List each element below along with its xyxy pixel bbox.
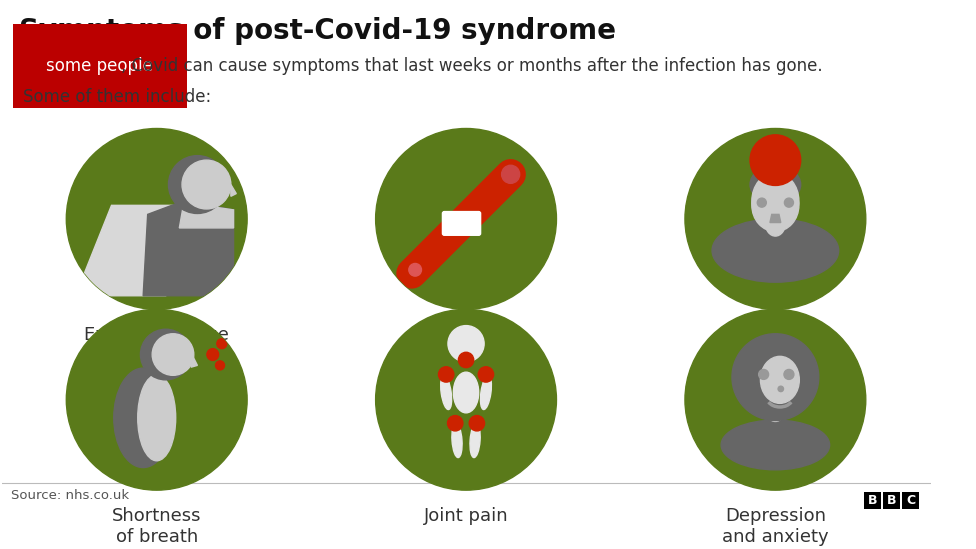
Ellipse shape: [114, 368, 173, 468]
Circle shape: [409, 264, 422, 276]
Circle shape: [183, 160, 231, 209]
Ellipse shape: [441, 376, 452, 410]
Text: Some of them include:: Some of them include:: [22, 87, 211, 105]
Polygon shape: [231, 184, 236, 197]
Circle shape: [66, 128, 247, 309]
Text: B: B: [868, 494, 877, 507]
Ellipse shape: [778, 386, 784, 391]
Ellipse shape: [750, 166, 800, 204]
Circle shape: [376, 128, 556, 309]
FancyBboxPatch shape: [442, 211, 480, 236]
Text: some people: some people: [46, 57, 153, 75]
Ellipse shape: [712, 219, 838, 282]
Text: ‘Brain fog’: ‘Brain fog’: [729, 327, 822, 344]
Text: Source: nhs.co.uk: Source: nhs.co.uk: [11, 489, 129, 502]
Circle shape: [152, 334, 194, 376]
Circle shape: [502, 165, 519, 183]
Circle shape: [66, 309, 247, 490]
Circle shape: [757, 198, 766, 207]
Circle shape: [66, 309, 247, 490]
FancyBboxPatch shape: [883, 492, 900, 509]
Circle shape: [784, 369, 793, 379]
Text: Joint pain: Joint pain: [424, 507, 508, 525]
Circle shape: [448, 416, 463, 431]
Circle shape: [448, 326, 484, 362]
Ellipse shape: [454, 372, 478, 413]
Text: Shortness
of breath: Shortness of breath: [112, 507, 201, 546]
Circle shape: [732, 334, 819, 421]
Circle shape: [478, 367, 494, 382]
Circle shape: [469, 416, 484, 431]
Ellipse shape: [480, 376, 491, 410]
Polygon shape: [180, 203, 233, 228]
Circle shape: [750, 135, 800, 186]
FancyBboxPatch shape: [864, 492, 881, 509]
Circle shape: [685, 128, 866, 309]
Circle shape: [376, 309, 556, 490]
Circle shape: [685, 128, 866, 309]
Circle shape: [217, 339, 226, 349]
Circle shape: [376, 309, 556, 490]
Ellipse shape: [752, 173, 799, 229]
Polygon shape: [143, 201, 233, 296]
Circle shape: [758, 369, 768, 379]
Ellipse shape: [721, 420, 830, 470]
Text: B: B: [887, 494, 896, 507]
FancyBboxPatch shape: [902, 492, 919, 509]
Polygon shape: [75, 205, 202, 296]
Ellipse shape: [452, 423, 462, 457]
Circle shape: [685, 309, 866, 490]
Text: Extreme fatigue: Extreme fatigue: [84, 327, 229, 344]
Ellipse shape: [765, 396, 786, 422]
Ellipse shape: [760, 356, 799, 404]
Text: Symptoms of post-Covid-19 syndrome: Symptoms of post-Covid-19 syndrome: [19, 17, 616, 45]
Ellipse shape: [752, 179, 799, 232]
Text: For: For: [22, 57, 54, 75]
Text: , Covid can cause symptoms that last weeks or months after the infection has gon: , Covid can cause symptoms that last wee…: [121, 57, 822, 75]
Circle shape: [141, 329, 191, 380]
Ellipse shape: [138, 375, 176, 461]
Circle shape: [207, 349, 219, 360]
Text: Depression
and anxiety: Depression and anxiety: [722, 507, 829, 546]
Ellipse shape: [470, 423, 480, 457]
Circle shape: [685, 309, 866, 490]
Circle shape: [785, 198, 793, 207]
Circle shape: [459, 352, 473, 368]
Text: High
temperature: High temperature: [409, 327, 523, 365]
Text: C: C: [906, 494, 915, 507]
Circle shape: [66, 128, 247, 309]
Circle shape: [216, 361, 224, 370]
Circle shape: [169, 155, 226, 214]
Circle shape: [438, 367, 454, 382]
Circle shape: [376, 128, 556, 309]
Polygon shape: [191, 356, 197, 367]
Polygon shape: [770, 215, 781, 222]
Ellipse shape: [765, 211, 786, 236]
